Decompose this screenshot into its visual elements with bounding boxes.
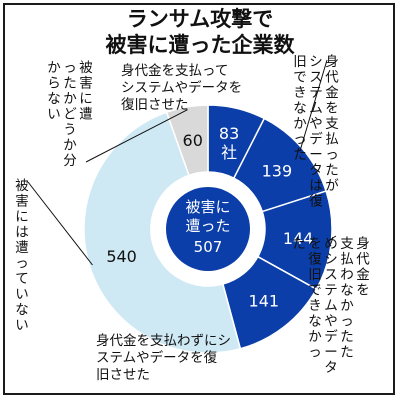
slice-note-5: 被害に遭ったかどうか分からない — [47, 60, 93, 169]
leader-line-4 — [27, 181, 93, 266]
slice-note-2: 身代金を支払わなかったためシステムやデータを復旧できなかった — [292, 236, 370, 376]
chart-title: ランサム攻撃で 被害に遭った企業数 — [106, 7, 296, 57]
leader-lines — [27, 59, 337, 266]
leader-line-1 — [299, 59, 328, 151]
donut-center-hole — [166, 187, 250, 271]
donut-slice-4 — [83, 111, 242, 354]
chart-title-line-2: 被害に遭った企業数 — [106, 33, 296, 57]
slice-note-1: 身代金を支払ったがシステムやデータは復旧できなかった — [293, 54, 339, 210]
chart-title-line-1: ランサム攻撃で — [127, 7, 274, 31]
slice-notes: 身代金を支払ってシステムやデータを復旧させた 身代金を支払ったがシステムやデータは… — [15, 54, 370, 383]
donut-center: 被害に 遭った 507 — [166, 187, 250, 271]
center-label-line-2: 遭った — [185, 217, 230, 235]
slice-note-3: 身代金を支払わずにシステムやデータを復旧させた — [96, 333, 231, 383]
slice-value-3: 141 — [249, 291, 280, 310]
slice-value-5: 60 — [183, 131, 203, 150]
slice-value-4: 540 — [106, 247, 137, 266]
slice-note-4: 被害には遭っていない — [15, 178, 29, 334]
leader-line-5 — [85, 109, 188, 163]
leader-line-2 — [328, 235, 337, 242]
slice-value-labels: 83 社 139 144 141 540 60 — [106, 124, 313, 310]
donut-slice-5 — [165, 104, 209, 177]
slice-note-0: 身代金を支払ってシステムやデータを復旧させた — [121, 63, 242, 113]
slice-value-2: 144 — [283, 229, 314, 248]
center-label-total: 507 — [194, 238, 223, 256]
donut-slices — [83, 104, 333, 354]
slice-value-1: 139 — [262, 161, 293, 180]
slice-value-0: 83 社 — [219, 124, 239, 162]
center-label-line-1: 被害に — [185, 198, 230, 216]
